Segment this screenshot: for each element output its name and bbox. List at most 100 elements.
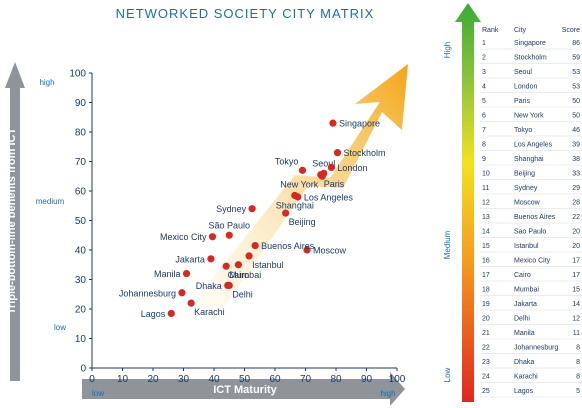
ranking-row: 12 Moscow 28 [480, 200, 582, 209]
data-point-label: Cairo [228, 270, 250, 280]
ranking-rank: 19 [482, 301, 490, 308]
data-point [225, 231, 233, 239]
ranking-score: 50 [572, 98, 580, 105]
ranking-row: 10 Beijing 33 [480, 171, 582, 180]
data-point [251, 241, 259, 250]
ranking-rank: 17 [482, 272, 490, 279]
ranking-score: 29 [572, 185, 580, 192]
ranking-rank: 3 [482, 69, 486, 76]
ranking-table: 1 Singapore 862 Stockholm 593 Seoul 534 London 5… [480, 40, 582, 398]
ranking-row: 15 Istanbul 20 [480, 243, 582, 253]
ranking-score: 15 [572, 287, 580, 294]
ranking-rank: 25 [482, 388, 490, 395]
data-point [248, 205, 256, 213]
data-point-label: Karachi [194, 307, 225, 317]
ranking-row: 8 Los Angeles 39 [480, 142, 582, 151]
data-point [318, 172, 326, 180]
data-point [333, 149, 342, 157]
x-level-high: high [380, 389, 395, 398]
ranking-row: 23 Dhaka 8 [480, 359, 582, 369]
ranking-row: 21 Manila 11 [480, 330, 582, 340]
ranking-city: Delhi [514, 316, 530, 323]
ranking-row: 20 Delhi 12 [480, 316, 582, 325]
y-tick-label: 100 [69, 69, 86, 80]
ranking-city: Sydney [514, 185, 538, 192]
ranking-city: Mexico City [514, 258, 551, 265]
data-point [182, 270, 191, 278]
ranking-level-high: High [443, 42, 452, 58]
ranking-score: 12 [572, 316, 580, 323]
data-point-label: Johannesburg [119, 288, 176, 298]
data-point [178, 289, 186, 297]
y-tick-label: 40 [75, 246, 87, 257]
data-point [291, 191, 299, 200]
y-tick-label: 0 [80, 364, 86, 375]
ranking-score: 53 [572, 84, 580, 91]
ranking-row: 4 London 53 [480, 84, 582, 93]
data-point [167, 309, 175, 318]
ranking-row: 9 Shanghai 38 [480, 156, 582, 166]
ranking-score: 53 [572, 69, 580, 76]
ranking-score: 39 [572, 142, 580, 149]
data-point [329, 119, 337, 127]
data-point-label: Mumbai [229, 270, 261, 280]
ranking-row: 11 Sydney 29 [480, 185, 582, 195]
ranking-city: Tokyo [514, 127, 532, 134]
ranking-row: 2 Stockholm 59 [480, 55, 582, 64]
data-point-label: Stockholm [344, 148, 386, 158]
ranking-score: 20 [572, 229, 580, 236]
ranking-city: Shanghai [514, 156, 544, 163]
ranking-rank: 1 [482, 40, 486, 47]
ranking-rank: 12 [482, 200, 490, 207]
ranking-rank: 16 [482, 258, 490, 265]
ranking-header-city: City [514, 27, 527, 34]
ranking-rank: 7 [482, 127, 486, 134]
ranking-score: 17 [572, 272, 580, 279]
x-level-low: low [92, 389, 104, 398]
x-tick-label: 30 [178, 374, 190, 385]
ranking-header-rank: Rank [482, 27, 499, 34]
ranking-row: 1 Singapore 86 [480, 40, 582, 50]
y-tick-label: 30 [75, 275, 87, 286]
x-axis-label: ICT Maturity [213, 384, 277, 396]
data-point-label: São Paulo [208, 220, 250, 230]
data-point-label: New York [280, 179, 319, 189]
ranking-score: 17 [572, 258, 580, 265]
ranking-score: 14 [572, 301, 580, 308]
ranking-city: Lagos [514, 388, 534, 395]
ranking-rank: 24 [482, 374, 490, 381]
y-tick-label: 90 [75, 98, 87, 109]
tick-labels: 0 10 20 30 40 50 60 70 80 90 100 0 10 20 30 40 50 60 70 80 9… [69, 69, 405, 386]
ranking-rank: 6 [482, 113, 486, 120]
y-level-medium: medium [36, 197, 65, 206]
data-point-label: Seoul [312, 158, 335, 168]
y-tick-label: 60 [75, 187, 87, 198]
data-point-label: Dhaka [196, 281, 222, 291]
x-tick-label: 70 [300, 374, 312, 385]
chart-title: NETWORKED SOCIETY CITY MATRIX [115, 6, 375, 21]
data-point-label: Lagos [141, 309, 166, 319]
ranking-score: 50 [572, 113, 580, 120]
x-tick-label: 0 [89, 374, 95, 385]
ranking-row: 5 Paris 50 [480, 98, 582, 108]
data-point-label: Delhi [232, 289, 253, 299]
ranking-row: 19 Jakarta 14 [480, 301, 582, 311]
ranking-city: Buenos Aires [514, 214, 556, 221]
data-point-label: Shanghai [276, 200, 314, 210]
data-point [207, 255, 215, 263]
ranking-score: 11 [573, 330, 580, 337]
y-level-low: low [54, 323, 66, 332]
ranking-city: Paris [514, 98, 530, 105]
ranking-score: 8 [576, 359, 580, 366]
y-tick-label: 20 [75, 305, 87, 316]
ranking-rank: 15 [482, 243, 490, 250]
ranking-rank: 2 [482, 55, 486, 62]
ranking-row: 13 Buenos Aires 22 [480, 214, 582, 224]
y-tick-label: 80 [75, 128, 87, 139]
data-point [208, 233, 217, 241]
ranking-city: Dhaka [514, 359, 534, 366]
ranking-row: 16 Mexico City 17 [480, 258, 582, 267]
data-point-label: Paris [324, 179, 345, 189]
data-point [245, 252, 253, 260]
